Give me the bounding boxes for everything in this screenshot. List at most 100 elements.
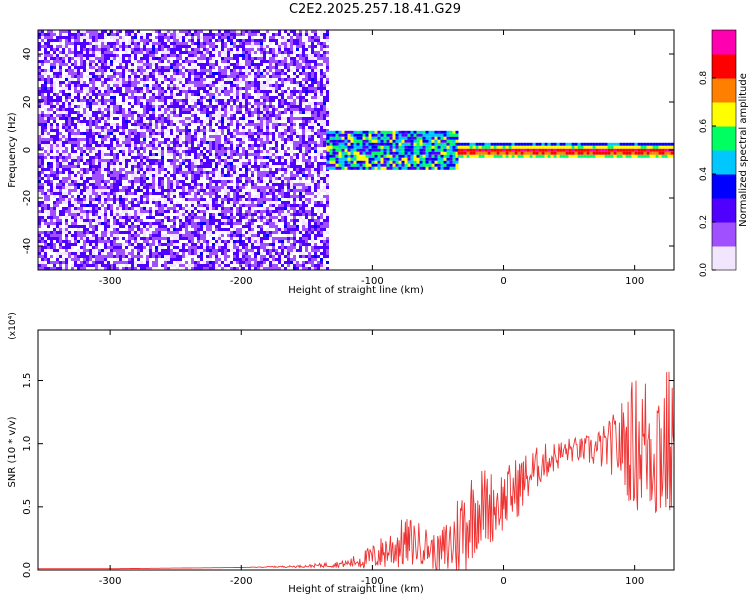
heatmap-cell xyxy=(155,153,158,156)
heatmap-cell xyxy=(77,180,80,183)
heatmap-cell xyxy=(194,111,197,114)
heatmap-cell xyxy=(62,162,65,165)
heatmap-cell xyxy=(95,183,98,186)
heatmap-cell xyxy=(182,90,185,93)
heatmap-cell xyxy=(242,30,245,33)
heatmap-cell xyxy=(260,141,263,144)
heatmap-cell xyxy=(38,30,41,33)
heatmap-cell xyxy=(179,69,182,72)
heatmap-cell xyxy=(95,192,98,195)
heatmap-cell xyxy=(149,216,152,219)
heatmap-cell xyxy=(77,72,80,75)
heatmap-cell xyxy=(215,39,218,42)
heatmap-cell xyxy=(77,99,80,102)
heatmap-cell xyxy=(110,210,113,213)
heatmap-cell xyxy=(188,168,191,171)
heatmap-cell xyxy=(164,33,167,36)
heatmap-cell xyxy=(266,30,269,33)
heatmap-cell xyxy=(206,84,209,87)
heatmap-cell xyxy=(182,225,185,228)
heatmap-cell xyxy=(134,171,137,174)
heatmap-cell xyxy=(236,213,239,216)
heatmap-cell xyxy=(260,177,263,180)
heatmap-cell xyxy=(47,183,50,186)
heatmap-cell xyxy=(221,126,224,129)
heatmap-cell xyxy=(38,117,41,120)
heatmap-cell xyxy=(155,171,158,174)
heatmap-cell xyxy=(83,162,86,165)
heatmap-cell xyxy=(158,198,161,201)
heatmap-cell xyxy=(272,33,275,36)
heatmap-cell xyxy=(266,114,269,117)
heatmap-cell xyxy=(239,210,242,213)
heatmap-cell xyxy=(269,219,272,222)
heatmap-cell xyxy=(224,195,227,198)
heatmap-cell xyxy=(206,252,209,255)
heatmap-cell xyxy=(275,231,278,234)
heatmap-cell xyxy=(56,165,59,168)
heatmap-cell xyxy=(92,114,95,117)
heatmap-cell xyxy=(95,264,98,267)
heatmap-cell xyxy=(47,87,50,90)
heatmap-cell xyxy=(215,165,218,168)
heatmap-cell xyxy=(218,258,221,261)
heatmap-cell xyxy=(80,99,83,102)
heatmap-cell xyxy=(173,204,176,207)
heatmap-cell xyxy=(95,222,98,225)
heatmap-cell xyxy=(194,174,197,177)
heatmap-cell xyxy=(203,36,206,39)
heatmap-cell xyxy=(245,90,248,93)
heatmap-cell xyxy=(50,249,53,252)
heatmap-cell xyxy=(269,231,272,234)
heatmap-cell xyxy=(62,108,65,111)
heatmap-cell xyxy=(173,78,176,81)
heatmap-cell xyxy=(272,213,275,216)
heatmap-cell xyxy=(104,201,107,204)
heatmap-cell xyxy=(185,234,188,237)
heatmap-cell xyxy=(179,192,182,195)
heatmap-cell xyxy=(158,99,161,102)
heatmap-cell xyxy=(224,87,227,90)
heatmap-cell xyxy=(269,192,272,195)
heatmap-cell xyxy=(278,69,281,72)
heatmap-cell xyxy=(143,228,146,231)
heatmap-cell xyxy=(116,60,119,63)
heatmap-cell xyxy=(131,51,134,54)
heatmap-cell xyxy=(269,138,272,141)
heatmap-cell xyxy=(89,87,92,90)
heatmap-cell xyxy=(167,78,170,81)
heatmap-cell xyxy=(218,156,221,159)
heatmap-cell xyxy=(134,87,137,90)
heatmap-cell xyxy=(71,219,74,222)
heatmap-cell xyxy=(92,117,95,120)
heatmap-cell xyxy=(146,117,149,120)
heatmap-cell xyxy=(38,93,41,96)
heatmap-cell xyxy=(245,198,248,201)
heatmap-cell xyxy=(269,198,272,201)
heatmap-cell xyxy=(71,81,74,84)
heatmap-cell xyxy=(41,105,44,108)
heatmap-cell xyxy=(140,87,143,90)
heatmap-cell xyxy=(260,42,263,45)
heatmap-cell xyxy=(245,30,248,33)
heatmap-cell xyxy=(281,78,284,81)
heatmap-cell xyxy=(77,162,80,165)
heatmap-cell xyxy=(281,84,284,87)
heatmap-cell xyxy=(152,102,155,105)
heatmap-cell xyxy=(263,72,266,75)
heatmap-cell xyxy=(41,33,44,36)
heatmap-cell xyxy=(158,87,161,90)
heatmap-cell xyxy=(170,198,173,201)
heatmap-cell xyxy=(209,192,212,195)
heatmap-cell xyxy=(107,201,110,204)
heatmap-cell xyxy=(239,81,242,84)
heatmap-cell xyxy=(116,243,119,246)
heatmap-cell xyxy=(149,183,152,186)
heatmap-cell xyxy=(164,201,167,204)
heatmap-cell xyxy=(164,90,167,93)
heatmap-cell xyxy=(152,114,155,117)
heatmap-cell xyxy=(122,216,125,219)
heatmap-cell xyxy=(77,201,80,204)
heatmap-cell xyxy=(128,135,131,138)
heatmap-cell xyxy=(80,150,83,153)
